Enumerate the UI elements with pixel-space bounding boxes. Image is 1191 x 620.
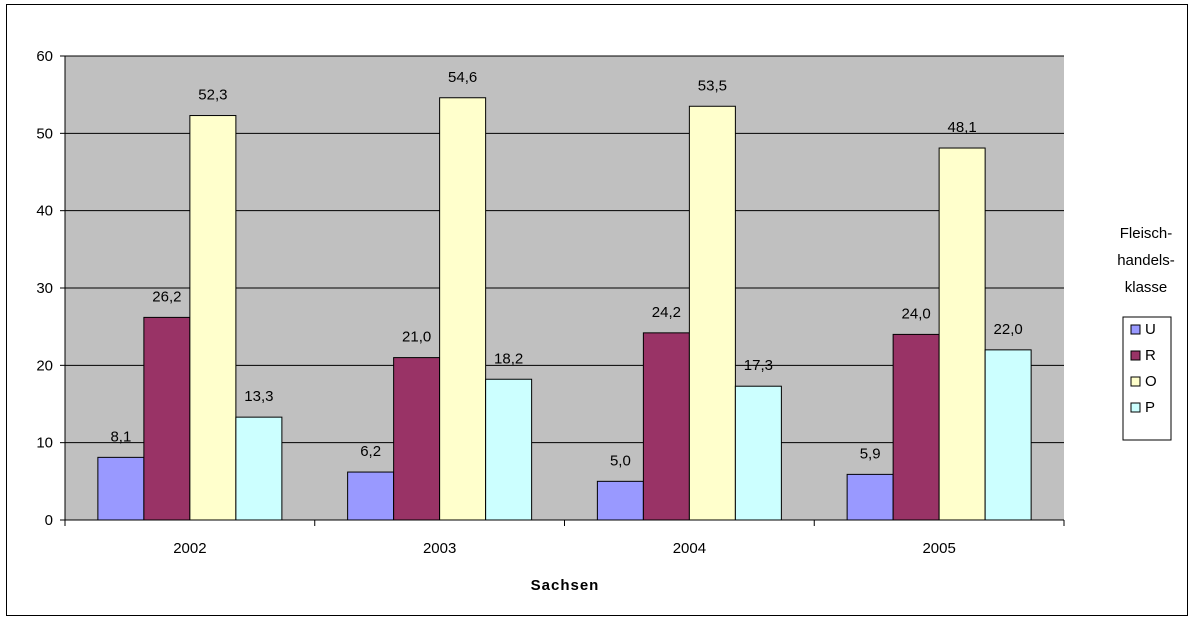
- data-label-P-2003: 18,2: [494, 350, 523, 367]
- x-tick-label-2005: 2005: [922, 540, 955, 557]
- data-label-O-2003: 54,6: [448, 69, 477, 86]
- legend-label-U: U: [1145, 321, 1156, 338]
- legend-title-line-3: klasse: [1125, 279, 1168, 296]
- legend-title-line-2: handels-: [1117, 252, 1175, 269]
- legend-label-P: P: [1145, 399, 1155, 416]
- y-tick-label: 30: [36, 280, 53, 297]
- plot-area: 8,1 26,2 52,3 13,3 6,2 21,0 54,6 18,2 5,0 24,2 53,…: [36, 48, 1065, 557]
- data-label-R-2002: 26,2: [152, 288, 181, 305]
- bar-U-2005: [846, 473, 894, 521]
- bar-U-2002: [97, 456, 145, 521]
- y-tick-label: 60: [36, 48, 53, 65]
- y-tick-label: 20: [36, 357, 53, 374]
- bar-O-2002: [189, 115, 237, 521]
- bar-O-2004: [688, 105, 736, 521]
- data-label-P-2004: 17,3: [744, 357, 773, 374]
- x-tick-label-2004: 2004: [673, 540, 706, 557]
- bar-O-2003: [439, 97, 487, 521]
- legend-box: [1122, 316, 1172, 441]
- bar-R-2005: [892, 333, 940, 521]
- legend-title-line-1: Fleisch-: [1120, 225, 1173, 242]
- bar-P-2002: [235, 416, 283, 521]
- bar-R-2002: [143, 316, 191, 521]
- bar-P-2005: [984, 349, 1032, 521]
- bar-P-2003: [485, 378, 533, 521]
- legend-swatch-O: [1130, 376, 1141, 387]
- legend-label-O: O: [1145, 373, 1157, 390]
- bar-U-2004: [596, 480, 644, 521]
- y-tick-label: 40: [36, 203, 53, 220]
- bar-O-2005: [938, 147, 986, 521]
- data-label-R-2005: 24,0: [902, 305, 931, 322]
- data-label-P-2005: 22,0: [994, 321, 1023, 338]
- x-tick-label-2003: 2003: [423, 540, 456, 557]
- data-label-U-2004: 5,0: [610, 452, 631, 469]
- data-label-O-2005: 48,1: [948, 119, 977, 136]
- y-tick-label: 50: [36, 125, 53, 142]
- x-tick-label-2002: 2002: [173, 540, 206, 557]
- bar-P-2004: [734, 385, 782, 521]
- data-label-R-2004: 24,2: [652, 304, 681, 321]
- data-label-U-2005: 5,9: [860, 445, 881, 462]
- legend-swatch-U: [1130, 324, 1141, 335]
- bar-R-2004: [642, 332, 690, 521]
- legend-swatch-P: [1130, 402, 1141, 413]
- x-axis-title: Sachsen: [531, 577, 600, 594]
- y-tick-label: 0: [45, 512, 53, 529]
- data-label-U-2003: 6,2: [360, 443, 381, 460]
- data-label-U-2002: 8,1: [110, 428, 131, 445]
- y-tick-label: 10: [36, 435, 53, 452]
- legend-swatch-R: [1130, 350, 1141, 361]
- data-label-O-2004: 53,5: [698, 77, 727, 94]
- data-label-P-2002: 13,3: [244, 388, 273, 405]
- data-label-R-2003: 21,0: [402, 329, 431, 346]
- bar-U-2003: [347, 471, 395, 521]
- data-label-O-2002: 52,3: [198, 87, 227, 104]
- bar-R-2003: [393, 357, 441, 521]
- legend-label-R: R: [1145, 347, 1156, 364]
